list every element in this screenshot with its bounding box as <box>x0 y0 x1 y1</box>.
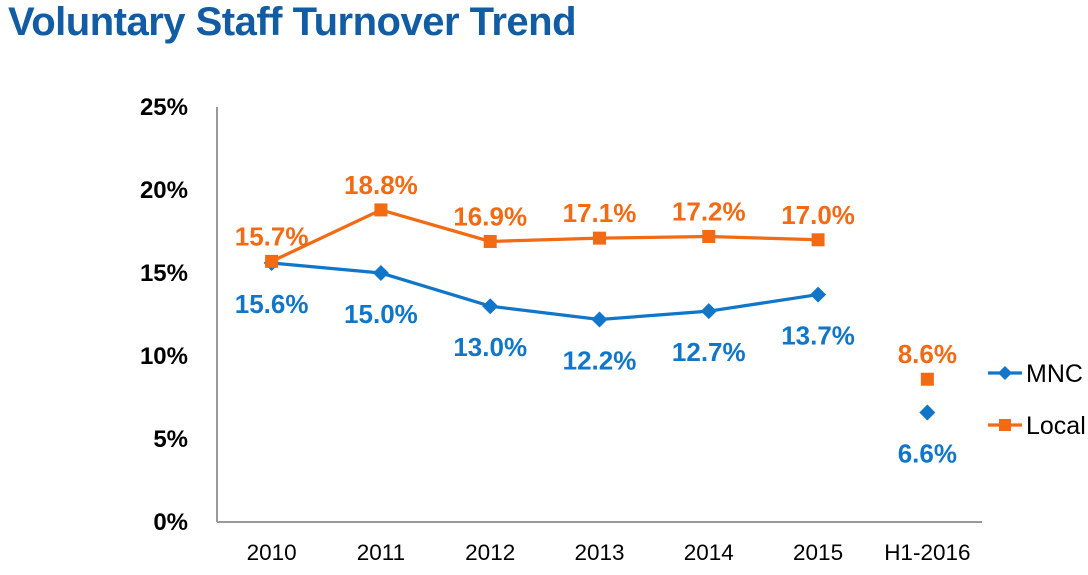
local-marker-H1-2016 <box>920 372 934 386</box>
local-legend-marker <box>999 419 1011 431</box>
local-line <box>270 208 819 263</box>
y-tick-label-0%: 0% <box>153 509 188 536</box>
local-marker-2015 <box>811 233 825 247</box>
y-tick-label-15%: 15% <box>140 260 188 287</box>
mnc-legend-label: MNC <box>1026 360 1083 388</box>
mnc-data-label-2012: 13.0% <box>453 332 527 362</box>
x-tick-label-2014: 2014 <box>684 540 734 565</box>
x-tick-label-2012: 2012 <box>465 540 515 565</box>
y-tick-label-20%: 20% <box>140 177 188 204</box>
legend-item-mnc: MNC <box>988 360 1083 388</box>
x-tick-label-2011: 2011 <box>357 540 405 565</box>
legend-item-local: Local <box>988 412 1086 440</box>
mnc-data-label-2014: 12.7% <box>672 337 746 367</box>
local-data-label-2012: 16.9% <box>453 201 527 231</box>
local-legend-label: Local <box>1026 412 1086 440</box>
mnc-marker-2013 <box>591 311 608 328</box>
mnc-line <box>271 261 819 322</box>
local-marker-2014 <box>702 229 716 243</box>
local-data-label-H1-2016: 8.6% <box>898 339 957 369</box>
mnc-data-label-2013: 12.2% <box>563 345 637 375</box>
x-tick-label-2015: 2015 <box>793 540 843 565</box>
local-data-label-2013: 17.1% <box>563 198 637 228</box>
x-tick-label-2010: 2010 <box>247 540 297 565</box>
local-marker-2012 <box>483 234 497 248</box>
y-tick-label-5%: 5% <box>153 426 188 453</box>
local-data-label-2010: 15.7% <box>235 221 309 251</box>
local-marker-2013 <box>593 231 606 245</box>
local-data-label-2011: 18.8% <box>344 170 418 200</box>
mnc-data-label-2010: 15.6% <box>235 289 309 319</box>
mnc-marker-2011 <box>372 265 389 281</box>
mnc-marker-H1-2016 <box>919 404 936 421</box>
local-data-label-2014: 17.2% <box>672 196 746 226</box>
mnc-legend-marker <box>998 366 1012 380</box>
y-tick-label-10%: 10% <box>140 343 188 370</box>
mnc-data-label-2015: 13.7% <box>781 321 855 351</box>
chart-title: Voluntary Staff Turnover Trend <box>8 0 577 44</box>
local-marker-2010 <box>265 254 279 268</box>
x-tick-label-2013: 2013 <box>574 540 624 565</box>
mnc-data-label-H1-2016: 6.6% <box>898 438 957 468</box>
mnc-marker-2012 <box>482 298 499 315</box>
mnc-marker-2015 <box>810 286 827 303</box>
series-mnc: 15.6% 15.0% 13.0% 12.2% 12.7% 13.7% 6.6% <box>235 255 957 468</box>
local-data-label-2015: 17.0% <box>781 200 855 230</box>
y-tick-label-25%: 25% <box>140 94 188 121</box>
local-marker-2011 <box>374 203 388 217</box>
x-tick-label-H1-2016: H1-2016 <box>884 540 970 565</box>
mnc-data-label-2011: 15.0% <box>344 299 418 329</box>
mnc-marker-2014 <box>700 303 717 320</box>
series-local: 15.7% 18.8% 16.9% 17.1% 17.2% 17.0% 8.6% <box>235 170 957 386</box>
